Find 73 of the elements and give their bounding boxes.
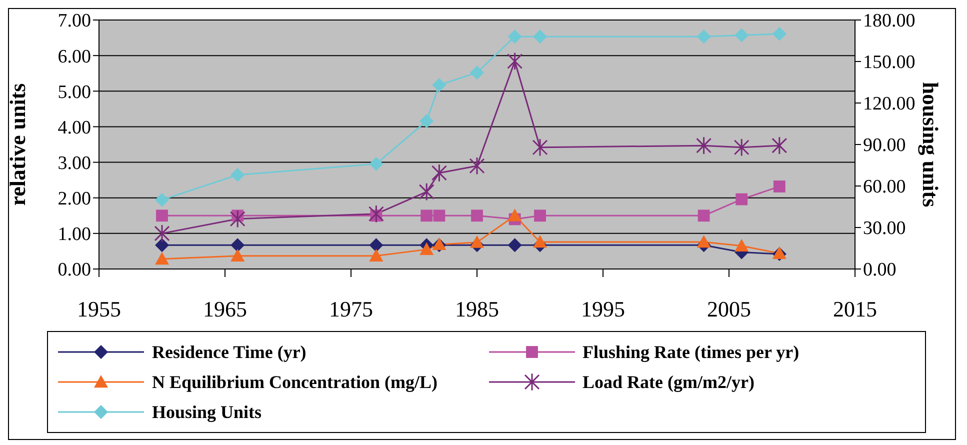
y-tick-label: 1.00 xyxy=(58,224,91,246)
y-tick-label: 2.00 xyxy=(58,188,91,210)
point xyxy=(368,204,384,224)
point xyxy=(508,238,522,252)
point xyxy=(418,182,434,201)
legend-label: N Equilibrium Concentration (mg/L) xyxy=(152,372,438,392)
y2-tick-label: 180.00 xyxy=(863,10,916,32)
point xyxy=(698,210,710,222)
point xyxy=(772,246,786,259)
point xyxy=(507,52,523,70)
legend-label: Load Rate (gm/m2/yr) xyxy=(582,372,754,392)
legend-label: Housing Units xyxy=(152,402,262,422)
y2-tick-label: 0.00 xyxy=(863,260,896,281)
point xyxy=(230,248,245,262)
point xyxy=(469,156,485,175)
point xyxy=(773,180,786,192)
x-tick-label: 1955 xyxy=(77,296,121,322)
x-tick-label: 1965 xyxy=(203,296,247,322)
point xyxy=(734,28,749,42)
point xyxy=(420,114,434,128)
x-tick-label: 1975 xyxy=(329,296,373,322)
y2-tick-label: 120.00 xyxy=(863,94,916,115)
point xyxy=(534,210,546,222)
legend-label: Flushing Rate (times per yr) xyxy=(582,342,800,362)
point xyxy=(696,234,711,248)
point xyxy=(696,30,711,44)
point xyxy=(155,192,169,207)
point xyxy=(734,238,749,252)
point xyxy=(420,242,434,256)
point xyxy=(432,78,446,92)
x-tick-label: 1985 xyxy=(455,296,499,322)
point xyxy=(533,234,547,248)
point xyxy=(154,224,170,243)
y2-tick-label: 150.00 xyxy=(863,52,916,74)
point xyxy=(508,208,522,222)
x-tick-label: 1995 xyxy=(581,296,625,322)
point xyxy=(155,252,169,265)
point xyxy=(369,248,384,262)
point xyxy=(230,238,245,252)
point xyxy=(471,210,483,222)
point xyxy=(470,235,484,248)
point xyxy=(369,238,384,252)
y-tick-label: 7.00 xyxy=(58,10,91,32)
point xyxy=(156,210,168,222)
x-tick-label: 2015 xyxy=(833,296,877,322)
point xyxy=(155,238,169,252)
point xyxy=(533,30,547,44)
y-tick-label: 5.00 xyxy=(58,82,91,103)
point xyxy=(431,164,447,182)
y2-axis-title: housing units xyxy=(918,82,944,208)
point xyxy=(736,193,748,206)
point xyxy=(772,26,786,41)
y-tick-label: 4.00 xyxy=(58,117,91,138)
point xyxy=(696,136,712,155)
point xyxy=(508,30,522,44)
y-tick-label: 0.00 xyxy=(58,260,91,281)
y2-tick-label: 60.00 xyxy=(863,176,906,198)
x-tick-label: 2005 xyxy=(707,296,751,322)
y2-tick-label: 30.00 xyxy=(863,218,906,240)
point xyxy=(420,210,433,222)
y-tick-label: 3.00 xyxy=(58,153,91,174)
point xyxy=(772,136,788,155)
point xyxy=(470,66,484,80)
legend-label: Residence Time (yr) xyxy=(152,342,306,362)
point xyxy=(532,138,548,156)
point xyxy=(230,168,245,182)
point xyxy=(734,138,750,156)
y2-tick-label: 90.00 xyxy=(863,135,906,156)
y-axis-title: relative units xyxy=(4,82,30,206)
point xyxy=(369,156,384,171)
point xyxy=(230,210,246,228)
y-tick-label: 6.00 xyxy=(58,46,91,68)
point xyxy=(433,210,446,222)
